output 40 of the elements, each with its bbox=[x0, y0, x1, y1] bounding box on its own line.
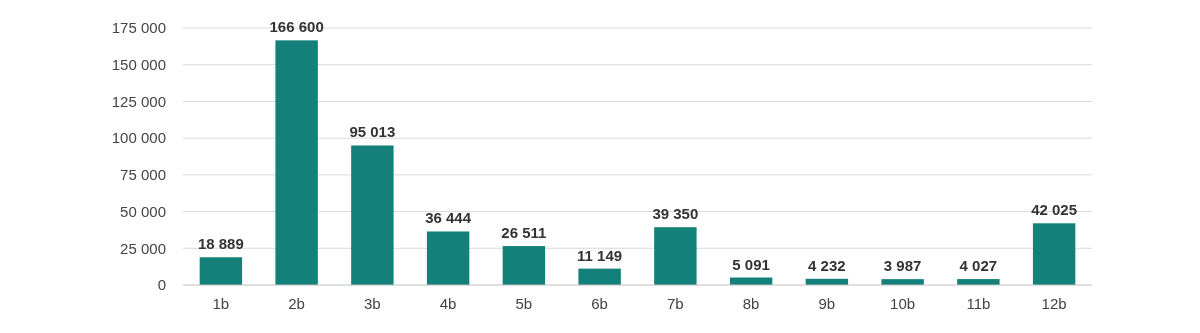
x-tick-label: 11b bbox=[966, 295, 991, 312]
x-tick-label: 3b bbox=[364, 295, 381, 312]
y-tick-label: 25 000 bbox=[120, 239, 166, 257]
data-label: 26 511 bbox=[501, 224, 547, 242]
y-tick-label: 175 000 bbox=[111, 19, 166, 37]
y-tick-label: 150 000 bbox=[111, 55, 166, 73]
x-tick-label: 5b bbox=[515, 295, 533, 312]
data-label: 11 149 bbox=[577, 246, 623, 264]
data-label: 95 013 bbox=[349, 123, 396, 141]
bar bbox=[502, 246, 546, 285]
bar bbox=[199, 257, 243, 285]
y-tick-label: 75 000 bbox=[120, 166, 166, 184]
data-label: 39 350 bbox=[652, 205, 699, 223]
bar bbox=[351, 145, 394, 285]
x-tick-label: 8b bbox=[742, 295, 760, 312]
data-label: 3 987 bbox=[883, 257, 922, 275]
data-label: 166 600 bbox=[269, 18, 324, 36]
x-tick-label: 12b bbox=[1041, 295, 1067, 312]
x-tick-label: 7b bbox=[667, 295, 684, 312]
y-tick-label: 125 000 bbox=[111, 92, 166, 110]
x-tick-label: 1b bbox=[212, 295, 230, 312]
x-tick-label: 4b bbox=[439, 295, 457, 312]
data-label: 36 444 bbox=[425, 209, 472, 227]
bar bbox=[578, 268, 621, 285]
y-tick-label: 100 000 bbox=[111, 129, 166, 147]
bar bbox=[426, 231, 470, 285]
x-tick-label: 10b bbox=[890, 295, 916, 312]
data-label: 5 091 bbox=[732, 255, 770, 273]
data-label: 4 027 bbox=[959, 257, 998, 275]
x-tick-label: 9b bbox=[818, 295, 836, 312]
y-tick-label: 50 000 bbox=[120, 202, 166, 220]
y-tick-label: 0 bbox=[157, 276, 166, 294]
data-label: 42 025 bbox=[1031, 201, 1078, 219]
x-tick-label: 6b bbox=[591, 295, 608, 312]
data-label: 4 232 bbox=[808, 256, 846, 274]
x-tick-label: 2b bbox=[288, 295, 305, 312]
bar bbox=[1032, 223, 1076, 285]
bar bbox=[275, 40, 318, 285]
data-label: 18 889 bbox=[197, 235, 244, 253]
bar bbox=[654, 227, 697, 285]
